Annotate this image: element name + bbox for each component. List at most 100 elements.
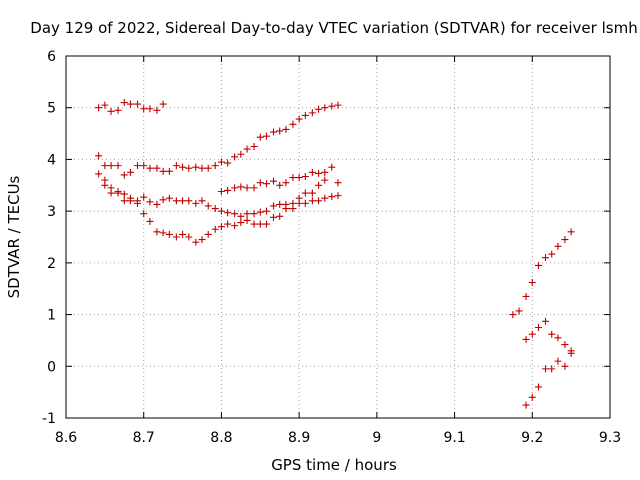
data-point	[289, 205, 297, 213]
data-point	[276, 200, 284, 208]
data-point	[263, 132, 271, 140]
data-point	[250, 220, 258, 228]
data-point	[295, 194, 303, 202]
data-point	[328, 163, 336, 171]
data-point	[107, 162, 115, 170]
data-point	[321, 176, 329, 184]
data-point	[153, 164, 161, 172]
data-point	[231, 210, 239, 218]
data-point	[561, 341, 569, 349]
data-point	[159, 100, 167, 108]
data-point	[185, 197, 193, 205]
data-point	[231, 184, 239, 192]
data-point	[535, 261, 543, 269]
data-point	[328, 102, 336, 110]
x-tick-label: 9	[372, 430, 381, 446]
data-point	[159, 167, 167, 175]
data-point	[140, 162, 148, 170]
data-point	[308, 109, 316, 117]
data-point	[295, 174, 303, 182]
y-tick-label: 2	[47, 256, 56, 272]
data-point	[243, 184, 251, 192]
data-point	[548, 365, 556, 373]
data-point	[243, 145, 251, 153]
series-track-g	[522, 317, 575, 355]
x-tick-label: 8.6	[55, 430, 77, 446]
y-tick-label: 5	[47, 101, 56, 117]
data-point	[561, 362, 569, 370]
data-point	[269, 177, 277, 185]
y-tick-label: 4	[47, 152, 56, 168]
data-point	[276, 212, 284, 220]
data-point	[561, 236, 569, 244]
y-tick-label: 3	[47, 204, 56, 220]
data-point	[95, 152, 103, 160]
data-point	[282, 125, 290, 133]
y-tick-label: 6	[47, 49, 56, 65]
data-point	[315, 105, 323, 113]
data-point	[315, 169, 323, 177]
x-tick-label: 8.7	[133, 430, 155, 446]
data-point	[522, 292, 530, 300]
data-point	[231, 222, 239, 230]
x-tick-label: 9.3	[599, 430, 621, 446]
data-point	[224, 209, 232, 217]
plot-frame	[65, 55, 611, 419]
x-tick-label: 8.9	[288, 430, 310, 446]
data-point	[172, 197, 180, 205]
data-point	[301, 111, 309, 119]
data-point	[509, 311, 517, 319]
data-point	[179, 163, 187, 171]
data-point	[528, 393, 536, 401]
data-point	[172, 233, 180, 241]
data-point	[289, 174, 297, 182]
data-point	[315, 181, 323, 189]
grid	[66, 56, 610, 418]
data-point	[567, 228, 575, 236]
data-point	[535, 383, 543, 391]
data-point	[250, 210, 258, 218]
data-point	[269, 202, 277, 210]
data-point	[301, 189, 309, 197]
data-point	[211, 225, 219, 233]
data-point	[224, 220, 232, 228]
data-point	[146, 198, 154, 206]
data-point	[114, 189, 122, 197]
data-point	[211, 205, 219, 213]
data-point	[263, 220, 271, 228]
data-point	[301, 172, 309, 180]
chart-title: Day 129 of 2022, Sidereal Day-to-day VTE…	[30, 19, 637, 37]
data-point	[308, 168, 316, 176]
data-point	[295, 115, 303, 123]
data-point	[133, 162, 141, 170]
series-track-e	[217, 168, 329, 195]
data-point	[231, 153, 239, 161]
data-point	[204, 230, 212, 238]
data-point	[153, 200, 161, 208]
data-point	[120, 99, 128, 107]
data-point	[204, 164, 212, 172]
data-point	[548, 330, 556, 338]
data-point	[185, 233, 193, 241]
data-point	[217, 187, 225, 195]
data-point	[237, 212, 245, 220]
data-point	[172, 162, 180, 170]
data-point	[301, 199, 309, 207]
data-point	[140, 210, 148, 218]
data-point	[567, 349, 575, 357]
data-point	[114, 162, 122, 170]
data-point	[127, 168, 135, 176]
data-point	[101, 181, 109, 189]
data-point	[263, 207, 271, 215]
data-point	[114, 106, 122, 114]
data-point	[334, 101, 342, 109]
data-point	[541, 365, 549, 373]
data-point	[541, 254, 549, 262]
data-point	[554, 334, 562, 342]
data-point	[95, 170, 103, 178]
data-point	[127, 194, 135, 202]
data-point	[185, 164, 193, 172]
data-point	[276, 127, 284, 135]
data-point	[263, 180, 271, 188]
data-point	[250, 184, 258, 192]
